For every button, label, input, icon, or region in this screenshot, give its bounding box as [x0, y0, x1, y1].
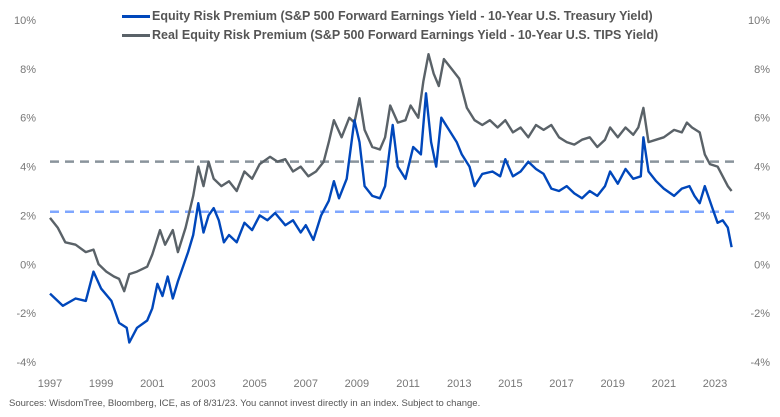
y-tick-label-left: 0% [20, 259, 36, 271]
y-tick-label-right: 0% [754, 259, 770, 271]
legend-swatch-blue [122, 14, 150, 18]
y-tick-label-left: 4% [20, 162, 36, 174]
x-tick-label: 1999 [89, 378, 113, 390]
y-tick-label-left: -2% [16, 308, 36, 320]
x-tick-label: 2017 [549, 378, 573, 390]
y-tick-label-right: 2% [754, 210, 770, 222]
x-tick-label: 2015 [498, 378, 522, 390]
x-tick-label: 2013 [447, 378, 471, 390]
legend-item-real-erp: Real Equity Risk Premium (S&P 500 Forwar… [122, 28, 658, 42]
y-tick-label-left: 2% [20, 210, 36, 222]
legend-item-erp: Equity Risk Premium (S&P 500 Forward Ear… [122, 9, 653, 23]
x-tick-label: 2005 [242, 378, 266, 390]
legend-label-erp: Equity Risk Premium (S&P 500 Forward Ear… [152, 9, 653, 23]
series-line-erp [49, 92, 733, 344]
y-tick-label-right: 10% [748, 15, 770, 27]
x-tick-label: 2007 [294, 378, 318, 390]
x-tick-label: 2009 [345, 378, 369, 390]
y-tick-label-right: -2% [750, 308, 770, 320]
x-tick-label: 2011 [396, 378, 420, 390]
legend-swatch-gray [122, 33, 150, 37]
x-tick-label: 2001 [140, 378, 164, 390]
y-tick-label-left: -4% [16, 357, 36, 369]
y-tick-label-right: -4% [750, 357, 770, 369]
y-tick-label-right: 8% [754, 64, 770, 76]
series-line-real-erp [49, 53, 733, 293]
y-tick-label-left: 8% [20, 64, 36, 76]
y-tick-label-left: 10% [14, 15, 36, 27]
y-tick-label-right: 4% [754, 162, 770, 174]
footnote: Sources: WisdomTree, Bloomberg, ICE, as … [9, 398, 481, 409]
x-tick-label: 2021 [652, 378, 676, 390]
x-tick-label: 2019 [600, 378, 624, 390]
x-tick-label: 1997 [38, 378, 62, 390]
x-tick-label: 2003 [191, 378, 215, 390]
legend-label-real-erp: Real Equity Risk Premium (S&P 500 Forwar… [152, 28, 659, 42]
x-tick-label: 2023 [703, 378, 727, 390]
y-tick-label-left: 6% [20, 113, 36, 125]
y-tick-label-right: 6% [754, 113, 770, 125]
